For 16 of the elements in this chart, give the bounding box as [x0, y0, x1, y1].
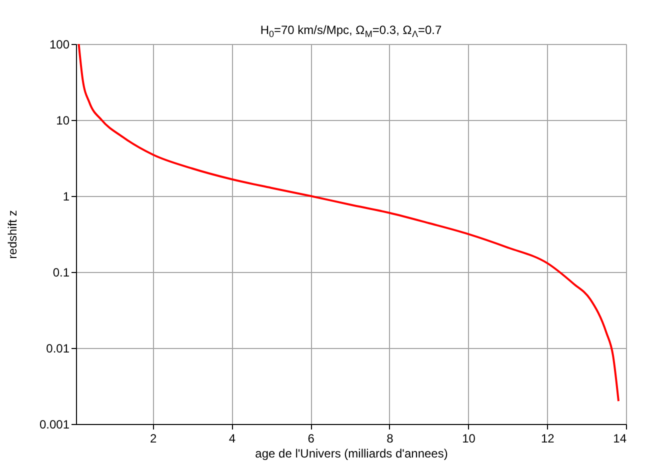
- y-axis-title: redshift z: [5, 210, 20, 259]
- x-tick-label: 8: [386, 432, 394, 446]
- y-tick-label: 10: [56, 114, 70, 128]
- x-axis-title: age de l'Univers (milliards d'annees): [255, 446, 448, 460]
- x-tick-label: 6: [308, 432, 315, 446]
- y-tick-label: 0.01: [46, 342, 70, 356]
- y-tick-label: 0.1: [52, 266, 70, 280]
- x-tick-label: 4: [228, 432, 236, 446]
- x-tick-label: 14: [613, 432, 627, 446]
- y-tick-label: 0.001: [39, 418, 70, 432]
- y-tick-label: 100: [49, 38, 70, 52]
- x-tick-label: 2: [150, 432, 158, 446]
- y-tick-label: 1: [62, 190, 70, 204]
- line-series: [78, 44, 620, 402]
- x-tick-label: 10: [462, 432, 476, 446]
- x-tick-label: 12: [540, 432, 555, 446]
